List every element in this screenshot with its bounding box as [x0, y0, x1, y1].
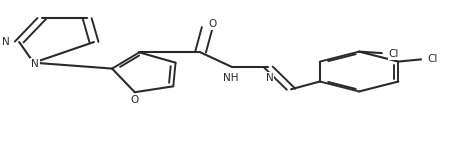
Text: O: O: [208, 19, 217, 29]
Text: N: N: [266, 73, 274, 83]
Text: O: O: [131, 95, 139, 105]
Text: N: N: [2, 37, 10, 47]
Text: N: N: [31, 59, 39, 69]
Text: Cl: Cl: [389, 49, 399, 59]
Text: Cl: Cl: [428, 54, 438, 64]
Text: NH: NH: [223, 73, 238, 83]
